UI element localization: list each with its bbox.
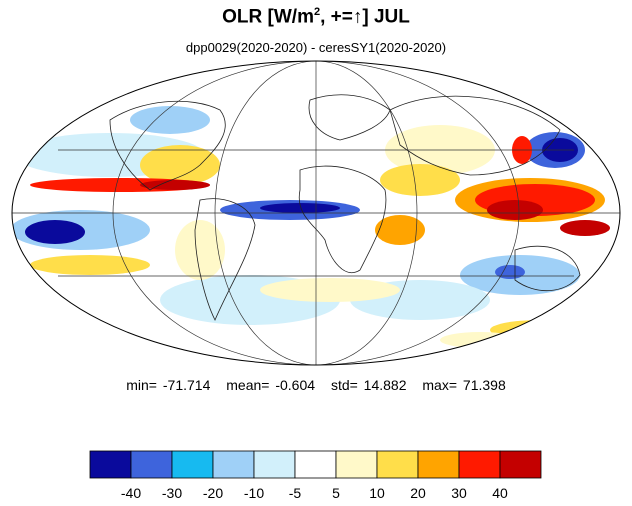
- colorbar-box: [253, 450, 296, 479]
- title-suffix: , +=↑] JUL: [320, 6, 410, 28]
- colorbar-tick-label: 5: [332, 485, 340, 501]
- stat-std: std= 14.882: [330, 377, 407, 393]
- coastlines: [109, 94, 581, 321]
- field-blob: [25, 220, 85, 244]
- colorbar-box: [130, 450, 173, 479]
- field-blob: [140, 180, 210, 190]
- colorbar-box: [458, 450, 501, 479]
- colorbar-tick-label: -40: [121, 485, 141, 501]
- colorbar-tick-label: -20: [203, 485, 223, 501]
- field-blob: [260, 203, 340, 213]
- colorbar-box: [499, 450, 542, 479]
- coast-australia: [514, 245, 581, 292]
- field-blob: [495, 265, 525, 279]
- colorbar-tick-label: 10: [369, 485, 385, 501]
- title-superscript: 2: [313, 6, 321, 18]
- plot-subtitle: dpp0029(2020-2020) - ceresSY1(2020-2020): [185, 40, 447, 55]
- field-blob: [130, 106, 210, 134]
- colorbar-box: [376, 450, 419, 479]
- colorbar-tick-label: 20: [410, 485, 426, 501]
- stat-mean: mean= -0.604: [226, 377, 316, 393]
- field-blob: [260, 278, 400, 302]
- field-blob: [380, 164, 460, 196]
- coast-south-america: [194, 198, 256, 321]
- colorbar-box: [212, 450, 255, 479]
- colorbar-box: [417, 450, 460, 479]
- coast-asia: [389, 95, 561, 176]
- colorbar-labels: -40 -30 -20 -10 -5 5 10 20 30 40: [121, 485, 508, 501]
- field-blob: [560, 220, 610, 236]
- grid-meridian: [112, 61, 520, 365]
- field-blob: [175, 220, 225, 280]
- colorbar-tick-label: 40: [492, 485, 508, 501]
- colorbar-tick-label: -30: [162, 485, 182, 501]
- field-blob: [487, 200, 543, 220]
- colorbar-box: [335, 450, 378, 479]
- colorbar-box: [294, 450, 337, 479]
- field-blob: [30, 255, 150, 275]
- map-grid: [12, 61, 620, 365]
- grid-meridian: [214, 61, 418, 365]
- stat-max: max= 71.398: [422, 377, 506, 393]
- colorbar-boxes: [89, 450, 542, 479]
- colorbar-box: [89, 450, 132, 479]
- colorbar-tick-label: -10: [244, 485, 264, 501]
- title-text: OLR [W/m: [222, 6, 314, 28]
- colorbar-tick-label: -5: [289, 485, 302, 501]
- coast-north-america: [109, 100, 226, 191]
- field-blob: [140, 145, 220, 185]
- field-blob: [375, 215, 425, 245]
- coast-europe: [308, 94, 391, 141]
- coast-africa: [298, 165, 387, 273]
- colorbar-box: [171, 450, 214, 479]
- statistics-line: min= -71.714 mean= -0.604 std= 14.882 ma…: [0, 377, 632, 393]
- colorbar-tick-label: 30: [451, 485, 467, 501]
- map-border: [11, 60, 621, 366]
- plot-title: OLR [W/m2, +=↑] JUL: [0, 6, 632, 28]
- stat-min: min= -71.714: [126, 377, 211, 393]
